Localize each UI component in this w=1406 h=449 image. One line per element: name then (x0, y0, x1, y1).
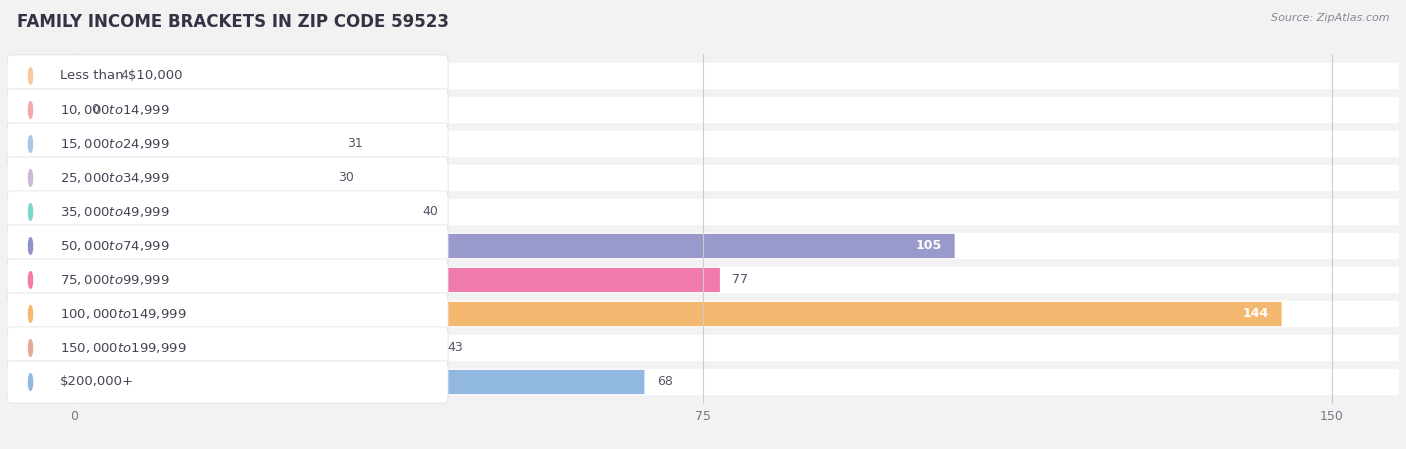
FancyBboxPatch shape (7, 199, 1399, 225)
Circle shape (28, 136, 32, 152)
Circle shape (28, 374, 32, 390)
FancyBboxPatch shape (7, 55, 449, 97)
Circle shape (28, 306, 32, 322)
Text: 77: 77 (733, 273, 748, 286)
Text: Less than $10,000: Less than $10,000 (60, 70, 183, 83)
FancyBboxPatch shape (7, 301, 1399, 327)
Text: 31: 31 (347, 137, 363, 150)
FancyBboxPatch shape (7, 191, 449, 233)
Text: $75,000 to $99,999: $75,000 to $99,999 (60, 273, 170, 287)
Circle shape (28, 238, 32, 254)
Text: 40: 40 (422, 206, 439, 219)
Circle shape (28, 102, 32, 118)
FancyBboxPatch shape (7, 157, 449, 199)
FancyBboxPatch shape (75, 370, 644, 394)
FancyBboxPatch shape (75, 166, 326, 190)
FancyBboxPatch shape (75, 268, 720, 292)
Text: Source: ZipAtlas.com: Source: ZipAtlas.com (1271, 13, 1389, 23)
Text: 68: 68 (657, 375, 672, 388)
FancyBboxPatch shape (7, 165, 1399, 191)
Text: 105: 105 (915, 239, 942, 252)
FancyBboxPatch shape (7, 123, 449, 165)
Text: 30: 30 (339, 172, 354, 185)
FancyBboxPatch shape (75, 132, 335, 156)
Text: 144: 144 (1243, 308, 1270, 321)
Text: $100,000 to $149,999: $100,000 to $149,999 (60, 307, 187, 321)
Text: 0: 0 (91, 103, 98, 116)
FancyBboxPatch shape (7, 89, 449, 131)
FancyBboxPatch shape (75, 98, 79, 122)
FancyBboxPatch shape (7, 97, 1399, 123)
FancyBboxPatch shape (75, 234, 955, 258)
FancyBboxPatch shape (7, 131, 1399, 157)
FancyBboxPatch shape (7, 233, 1399, 259)
Circle shape (28, 204, 32, 220)
Text: $35,000 to $49,999: $35,000 to $49,999 (60, 205, 170, 219)
Circle shape (28, 68, 32, 84)
Text: 43: 43 (447, 342, 463, 355)
FancyBboxPatch shape (7, 63, 1399, 89)
FancyBboxPatch shape (7, 361, 449, 403)
Text: 4: 4 (121, 70, 128, 83)
FancyBboxPatch shape (7, 267, 1399, 293)
FancyBboxPatch shape (7, 225, 449, 267)
FancyBboxPatch shape (75, 302, 1282, 326)
Text: $200,000+: $200,000+ (60, 375, 134, 388)
FancyBboxPatch shape (75, 64, 108, 88)
Circle shape (28, 272, 32, 288)
Text: FAMILY INCOME BRACKETS IN ZIP CODE 59523: FAMILY INCOME BRACKETS IN ZIP CODE 59523 (17, 13, 449, 31)
Circle shape (28, 170, 32, 186)
Circle shape (28, 340, 32, 356)
FancyBboxPatch shape (7, 335, 1399, 361)
FancyBboxPatch shape (7, 369, 1399, 395)
Text: $150,000 to $199,999: $150,000 to $199,999 (60, 341, 187, 355)
FancyBboxPatch shape (7, 259, 449, 301)
Text: $50,000 to $74,999: $50,000 to $74,999 (60, 239, 170, 253)
Text: $10,000 to $14,999: $10,000 to $14,999 (60, 103, 170, 117)
FancyBboxPatch shape (75, 336, 434, 360)
Text: $15,000 to $24,999: $15,000 to $24,999 (60, 137, 170, 151)
FancyBboxPatch shape (7, 327, 449, 369)
Text: $25,000 to $34,999: $25,000 to $34,999 (60, 171, 170, 185)
FancyBboxPatch shape (7, 293, 449, 335)
FancyBboxPatch shape (75, 200, 409, 224)
